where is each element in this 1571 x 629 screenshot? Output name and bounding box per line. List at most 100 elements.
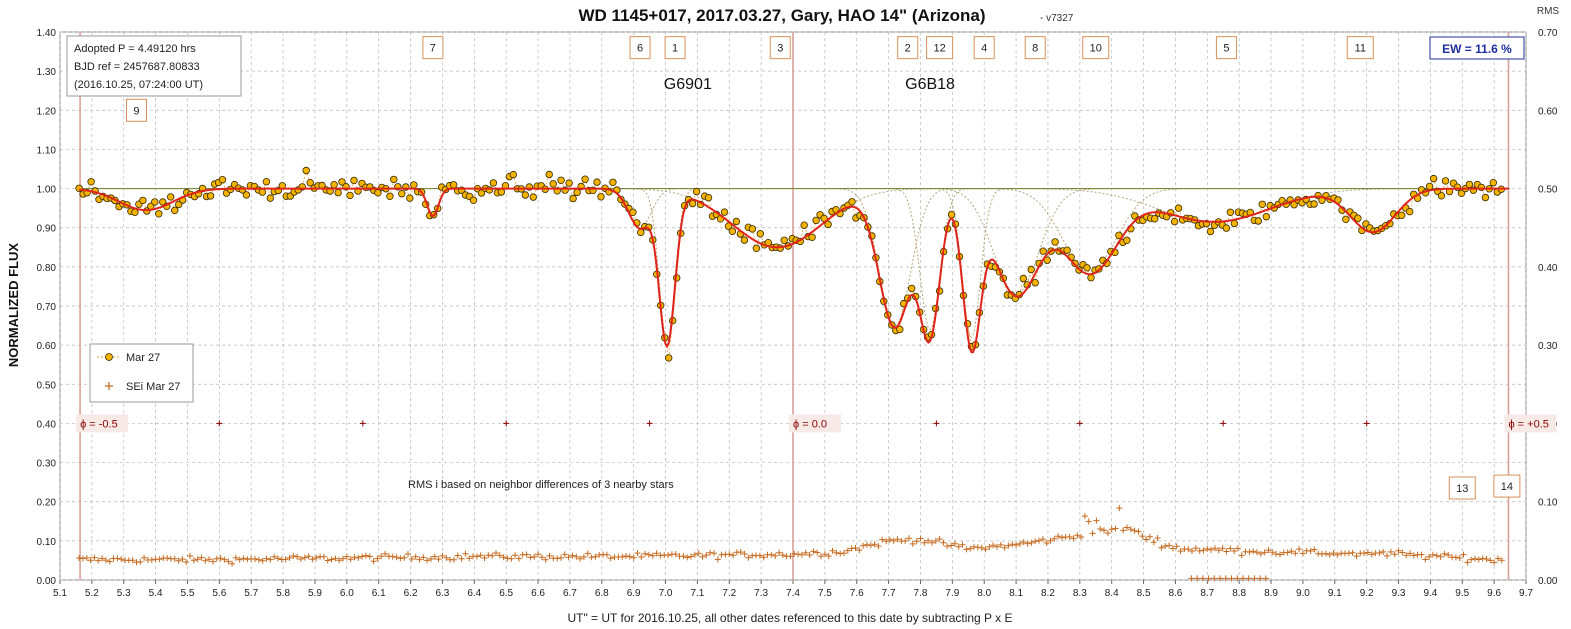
rms-point xyxy=(118,556,125,563)
rms-point xyxy=(1418,551,1425,558)
dip-label-box xyxy=(1346,36,1374,60)
rms-point xyxy=(890,537,897,544)
x-tick-label: 8.0 xyxy=(977,588,991,599)
flux-point xyxy=(732,217,741,226)
rms-point xyxy=(1097,526,1104,532)
dip-label-box xyxy=(1024,36,1046,60)
rms-point xyxy=(852,545,859,551)
flux-point xyxy=(545,170,553,179)
info-line-2: BJD ref = 2457687.80833 xyxy=(74,61,200,73)
rms-point xyxy=(994,543,1000,550)
rms-point xyxy=(1131,527,1138,534)
x-tick-label: 8.8 xyxy=(1232,588,1246,599)
rms-point xyxy=(1093,517,1100,524)
phase-label: ϕ = +0.5 xyxy=(1508,418,1548,430)
rms-point xyxy=(1189,548,1195,554)
x-tick-label: 9.7 xyxy=(1519,588,1533,599)
rms-point xyxy=(711,550,717,557)
x-tick-label: 5.9 xyxy=(308,588,322,599)
rms-point xyxy=(1194,575,1201,582)
x-tick-label: 7.8 xyxy=(914,588,928,599)
flux-point xyxy=(609,178,617,186)
rms-point xyxy=(271,553,278,560)
rms-point xyxy=(695,550,702,557)
rms-point xyxy=(684,554,691,561)
y-tick-label: 0.20 xyxy=(37,498,57,509)
rms-point xyxy=(275,555,281,562)
x-tick-label: 8.4 xyxy=(1105,588,1119,599)
rms-point xyxy=(802,549,809,556)
dip-label-box xyxy=(422,36,444,60)
rms-point xyxy=(1215,547,1222,554)
phase-plus-marker xyxy=(646,420,653,427)
rms-point xyxy=(252,556,258,562)
rms-point xyxy=(1234,545,1241,552)
rms-point xyxy=(141,554,148,561)
rms-point xyxy=(978,544,985,551)
rms-point xyxy=(290,553,297,559)
y2-tick-label: 0.70 xyxy=(1538,28,1558,39)
rms-point xyxy=(573,553,580,560)
rms-point xyxy=(1074,532,1081,539)
y-tick-label: 0.50 xyxy=(37,380,57,391)
rms-point xyxy=(756,552,763,559)
flux-point xyxy=(398,189,406,198)
legend: Mar 27 SEi Mar 27 xyxy=(89,343,194,403)
rms-point xyxy=(1059,534,1065,541)
x-tick-label: 9.2 xyxy=(1360,588,1374,599)
rms-point xyxy=(305,553,312,560)
ew-label: EW = 11.6 % xyxy=(1442,42,1512,56)
rms-point xyxy=(1445,552,1452,558)
rms-point xyxy=(863,541,870,548)
rms-point xyxy=(431,553,438,560)
rms-point xyxy=(328,556,335,563)
rms-point xyxy=(313,554,320,561)
rms-point xyxy=(1491,559,1498,566)
flux-point xyxy=(386,192,394,200)
group-labels: G6901 G6B18 xyxy=(664,76,955,93)
rms-point xyxy=(867,542,874,549)
y2-tick-label: 0.10 xyxy=(1538,498,1558,509)
flux-point xyxy=(406,194,414,202)
x-tick-label: 6.8 xyxy=(595,588,609,599)
flux-point xyxy=(151,198,159,206)
dip-label-box xyxy=(1215,36,1237,60)
flux-point xyxy=(581,175,589,183)
flux-point xyxy=(1342,215,1350,223)
rms-point xyxy=(921,539,928,546)
rms-point xyxy=(1104,530,1111,537)
rms-point xyxy=(1410,552,1417,559)
flux-point xyxy=(1174,204,1183,212)
flux-point xyxy=(896,325,904,334)
rms-point xyxy=(1475,556,1482,563)
rms-point xyxy=(580,554,587,560)
flux-point xyxy=(1254,217,1262,225)
rms-point xyxy=(190,557,197,564)
legend-entry-rms: SEi Mar 27 xyxy=(126,381,180,393)
rms-point xyxy=(626,553,633,560)
rms-point xyxy=(1166,542,1173,549)
rms-point xyxy=(1426,553,1433,560)
rms-point xyxy=(818,553,824,560)
rms-point xyxy=(1456,555,1463,561)
rms-point xyxy=(1265,547,1272,554)
flux-point xyxy=(262,177,271,186)
rms-point xyxy=(171,555,178,562)
flux-point xyxy=(1051,238,1059,246)
flux-point xyxy=(752,244,761,252)
phase-label-bg xyxy=(789,414,841,433)
phase-label-bg xyxy=(76,414,129,433)
flux-point xyxy=(139,196,147,205)
x-tick-label: 5.3 xyxy=(117,588,131,599)
rms-point xyxy=(634,550,641,557)
rms-point xyxy=(1262,575,1269,582)
flux-point xyxy=(1043,256,1051,264)
rms-point xyxy=(638,554,645,560)
x-tick-label: 9.0 xyxy=(1296,588,1310,599)
rms-point xyxy=(1081,513,1088,520)
flux-point xyxy=(780,236,788,244)
y-tick-label: 1.10 xyxy=(37,145,57,156)
rms-point xyxy=(1173,543,1180,550)
flux-point xyxy=(449,181,458,189)
rms-point xyxy=(508,555,515,562)
